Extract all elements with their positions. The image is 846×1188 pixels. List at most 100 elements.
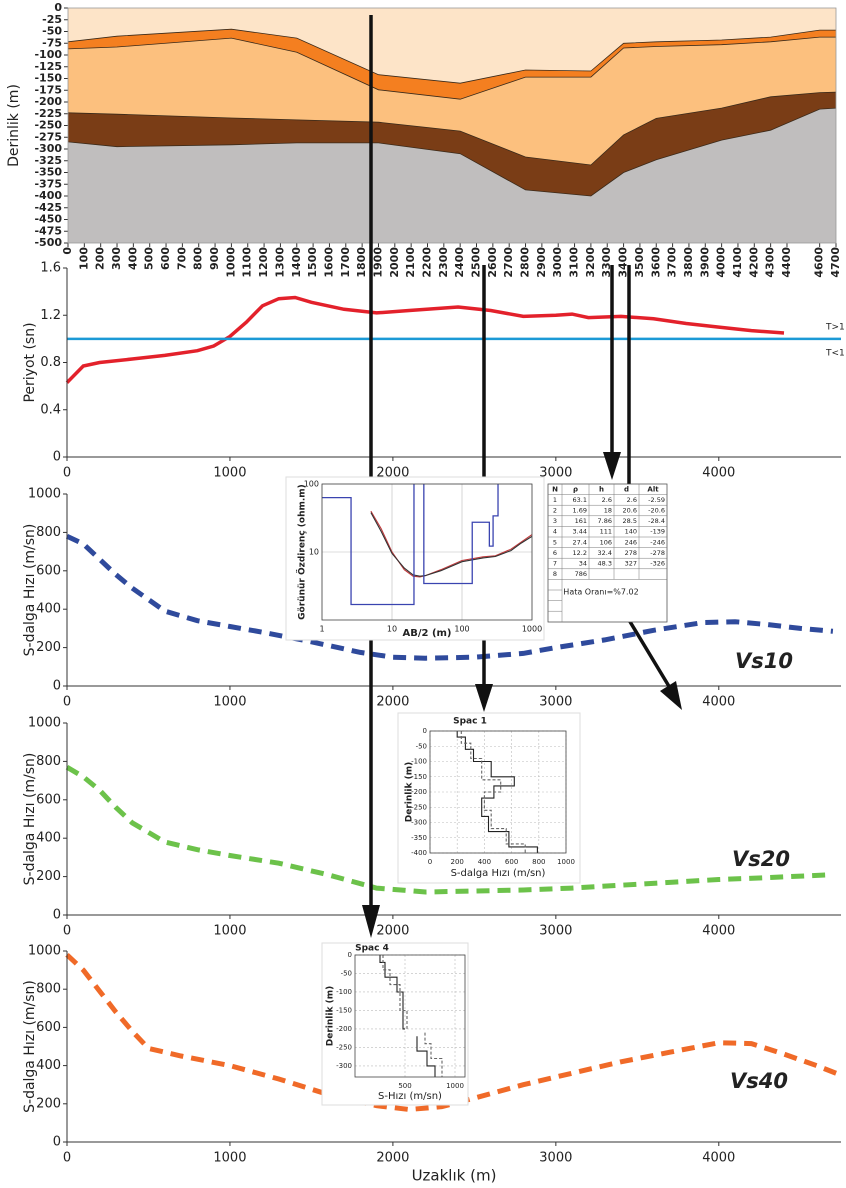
table-cell: 2.6 <box>602 496 612 504</box>
x-tick-label: 800 <box>532 858 545 866</box>
x-tick-label: 3500 <box>633 247 646 278</box>
arrow-head <box>603 452 621 480</box>
page: 0-25-50-75-100-125-150-175-200-225-250-2… <box>0 0 846 1188</box>
x-axis-title: Uzaklık (m) <box>412 1167 497 1185</box>
x-tick-label: 0 <box>428 858 432 866</box>
table-cell: 246 <box>625 538 637 546</box>
table-cell: 48.3 <box>598 560 612 568</box>
y-tick-label: 600 <box>36 563 61 578</box>
x-axis-title: S-dalga Hızı (m/sn) <box>451 868 546 879</box>
x-tick-label: 1200 <box>257 247 270 278</box>
x-tick-label: 4000 <box>702 1151 735 1166</box>
x-tick-label: 3000 <box>539 1151 572 1166</box>
table-cell: 3.44 <box>573 528 587 536</box>
table-cell: 106 <box>600 538 612 546</box>
x-tick-label: 500 <box>398 1082 411 1090</box>
arrow-line <box>629 265 670 688</box>
x-tick-label: 1000 <box>446 1082 464 1090</box>
y-tick-label: -150 <box>336 1006 352 1014</box>
y-axis-title: S-dalga Hızı (m/sn) <box>22 753 38 886</box>
y-tick-label: 0 <box>53 1135 61 1150</box>
table-cell: 140 <box>625 528 637 536</box>
x-tick-label: 0 <box>61 247 74 255</box>
x-tick-label: 3200 <box>584 247 597 278</box>
y-tick-label: -50 <box>416 742 427 750</box>
x-tick-label: 1000 <box>213 1151 246 1166</box>
y-tick-label: 200 <box>36 869 61 884</box>
y-axis-title: Periyot (sn) <box>22 322 38 402</box>
y-tick-label: 400 <box>36 1058 61 1073</box>
x-tick-label: 1000 <box>213 695 246 710</box>
x-tick-label: 2000 <box>388 247 401 278</box>
table-cell: 2.6 <box>627 496 637 504</box>
data-table: NρhdAlt163.12.62.6-2.5921.691820.6-20.63… <box>548 484 667 622</box>
x-tick-label: 200 <box>451 858 464 866</box>
x-tick-label: 1100 <box>241 247 254 278</box>
y-tick-label: 200 <box>36 1096 61 1111</box>
y-tick-label: 1000 <box>28 487 61 502</box>
x-tick-label: 2500 <box>470 247 483 278</box>
x-tick-label: 2000 <box>376 1151 409 1166</box>
x-tick-label: 0 <box>63 924 71 939</box>
y-axis-title: Görünür Özdirenç (ohm.m) <box>297 484 308 620</box>
y-axis-title: Derinlik (m) <box>405 762 415 822</box>
series-label: Vs40 <box>730 1069 788 1093</box>
table-cell: 278 <box>625 549 637 557</box>
x-tick-label: 600 <box>159 247 172 270</box>
y-tick-label: 1000 <box>28 944 61 959</box>
y-tick-label: -400 <box>411 849 427 857</box>
y-tick-label: -300 <box>336 1062 352 1070</box>
table-cell: 3 <box>553 517 557 525</box>
x-tick-label: 2000 <box>376 695 409 710</box>
inset-title: Spac 1 <box>453 717 487 727</box>
x-tick-label: 4000 <box>702 695 735 710</box>
x-tick-label: 3000 <box>539 695 572 710</box>
table-cell: 111 <box>600 528 612 536</box>
table-cell: 161 <box>575 517 587 525</box>
table-cell: 27.4 <box>573 538 587 546</box>
x-tick-label: 1300 <box>273 247 286 278</box>
table-cell: 4 <box>553 528 557 536</box>
y-tick-label: 0 <box>53 679 61 694</box>
x-tick-label: 3600 <box>649 247 662 278</box>
table-cell: 32.4 <box>598 549 612 557</box>
x-tick-label: 0 <box>63 695 71 710</box>
x-tick-label: 1000 <box>224 247 237 278</box>
x-tick-label: 3900 <box>698 247 711 278</box>
table-cell: 7.86 <box>598 517 612 525</box>
x-tick-label: 2100 <box>404 247 417 278</box>
x-tick-label: 1000 <box>213 924 246 939</box>
x-tick-label: 600 <box>505 858 518 866</box>
x-tick-label: 100 <box>77 247 90 270</box>
x-tick-label: 1700 <box>339 247 352 278</box>
x-tick-label: 0 <box>63 466 71 481</box>
table-cell: 5 <box>553 538 557 546</box>
y-tick-label: 0 <box>53 908 61 923</box>
y-tick-label: 0 <box>423 727 427 735</box>
x-tick-label: 1000 <box>213 466 246 481</box>
x-tick-label: 500 <box>143 247 156 270</box>
table-cell: 28.5 <box>623 517 637 525</box>
arrow-head <box>475 684 493 712</box>
table-cell: 20.6 <box>623 507 637 515</box>
y-axis-title: Derinlik (m) <box>6 84 22 167</box>
x-tick-label: 1800 <box>355 247 368 278</box>
x-tick-label: 3800 <box>682 247 695 278</box>
y-tick-label: -50 <box>341 969 352 977</box>
table-header: ρ <box>573 485 578 493</box>
x-tick-label: 3000 <box>551 247 564 278</box>
x-tick-label: 2900 <box>535 247 548 278</box>
y-tick-label: 1000 <box>28 716 61 731</box>
x-tick-label: 400 <box>478 858 491 866</box>
x-tick-label: 4200 <box>747 247 760 278</box>
arrow-head <box>660 681 682 710</box>
y-tick-label: -350 <box>411 834 427 842</box>
x-tick-label: 100 <box>454 625 469 634</box>
table-cell: -139 <box>650 528 665 536</box>
figure: 0-25-50-75-100-125-150-175-200-225-250-2… <box>0 0 846 1188</box>
y-tick-label: 10 <box>309 548 319 557</box>
y-tick-label: 800 <box>36 982 61 997</box>
y-tick-label: -100 <box>336 988 352 996</box>
x-tick-label: 3700 <box>666 247 679 278</box>
series-label: Vs10 <box>735 649 793 673</box>
